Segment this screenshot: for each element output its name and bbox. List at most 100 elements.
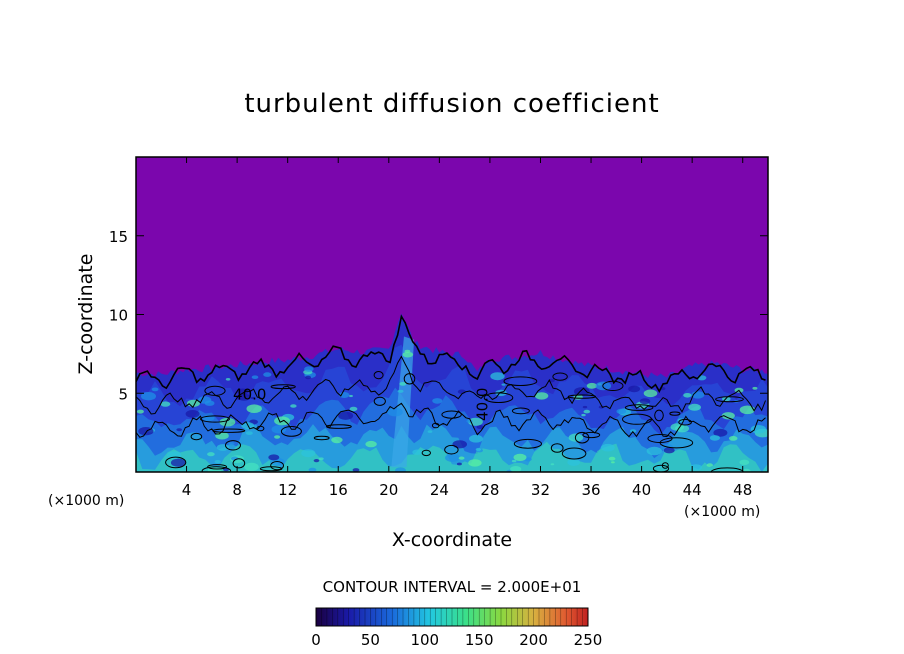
turbulent-patch [207, 452, 215, 457]
turbulent-patch [250, 396, 255, 400]
turbulent-patch [387, 407, 403, 417]
turbulent-patch [456, 462, 462, 466]
turbulent-patch [721, 412, 735, 420]
plot-area: 40.0 40.0 [135, 156, 769, 473]
x-tick-label: 4 [182, 481, 192, 499]
turbulent-patch [741, 468, 751, 472]
contour-loop [513, 438, 543, 449]
turbulent-patch [176, 428, 182, 432]
colorbar: 0 50 100 150 200 250 [311, 607, 602, 649]
turbulent-patch [244, 462, 259, 471]
turbulent-patch [475, 447, 482, 451]
turbulent-patch [215, 431, 229, 440]
turbulent-patch [268, 454, 280, 461]
turbulent-patch [663, 447, 675, 454]
turbulent-patch [534, 392, 549, 400]
turbulent-patch [251, 375, 259, 380]
contour-loop [373, 396, 386, 406]
turbulent-patch [550, 463, 555, 466]
turbulent-patch [739, 459, 750, 465]
contour-loop [204, 385, 226, 396]
turbulent-patch [639, 398, 651, 405]
turbulent-patch [490, 372, 505, 381]
turbulent-patch [402, 351, 414, 358]
turbulent-patch [582, 405, 588, 409]
turbulent-patch [141, 392, 156, 401]
turbulent-patch [185, 410, 200, 418]
contour-label: 40.0 [233, 386, 266, 404]
colorbar-tick-label: 50 [361, 631, 380, 649]
turbulent-patch [739, 405, 756, 415]
colorbar-frame [315, 607, 589, 627]
turbulent-patch [170, 458, 187, 467]
colorbar-tick-label: 0 [311, 631, 321, 649]
turbulent-patch [349, 406, 358, 412]
x-tick-label: 40 [632, 481, 651, 499]
contour-interval-text: CONTOUR INTERVAL = 2.000E+01 [323, 578, 582, 596]
turbulent-patch [216, 444, 230, 451]
contour-loop [483, 392, 514, 404]
turbulent-patch [452, 440, 468, 449]
y-tick-label: 10 [109, 307, 128, 325]
x-tick-label: 44 [683, 481, 702, 499]
turbulent-patch [608, 456, 616, 461]
contour-loop [444, 444, 459, 455]
contour-loop [232, 458, 246, 469]
turbulent-patch [219, 417, 236, 427]
colorbar-ticks: 0 50 100 150 200 250 [311, 631, 602, 649]
contour-loop [659, 437, 694, 449]
turbulent-patch [709, 435, 721, 441]
turbulent-patch [583, 409, 591, 414]
turbulent-patch [445, 453, 460, 462]
contour-loop [270, 384, 296, 390]
contour-loop [715, 396, 744, 403]
contour-loop [503, 376, 538, 387]
y-axis-ticks: 5 10 15 [109, 228, 768, 403]
turbulent-patch [352, 468, 360, 472]
x-tick-label: 32 [531, 481, 550, 499]
contour-loop [441, 410, 462, 419]
contour-loop [652, 464, 670, 472]
turbulent-patch [151, 387, 159, 392]
colorbar-tick-label: 100 [410, 631, 439, 649]
turbulent-patch [750, 425, 767, 434]
turbulent-patch [228, 442, 235, 446]
contour-loop [550, 443, 564, 453]
contour-loop [624, 404, 654, 411]
turbulent-patch [245, 431, 253, 435]
contour-loop [431, 422, 440, 429]
turbulent-patch [338, 411, 354, 420]
colorbar-tick-label: 200 [519, 631, 548, 649]
turbulent-patch [427, 430, 433, 433]
turbulent-patch [598, 405, 605, 409]
turbulent-patch [274, 435, 281, 439]
contour-loop [225, 440, 241, 451]
turbulent-patch [395, 467, 406, 472]
turbulent-patch [301, 449, 316, 458]
x-tick-label: 16 [329, 481, 348, 499]
contour-loop [373, 371, 384, 380]
x-tick-label: 28 [480, 481, 499, 499]
turbulent-patch [404, 349, 411, 353]
contour-labels: 40.0 40.0 [233, 386, 491, 421]
contour-loop [207, 464, 228, 470]
contour-loop [678, 418, 692, 426]
contour-loop [561, 447, 587, 460]
turbulent-patch [246, 404, 262, 414]
turbulent-patch [581, 413, 586, 417]
y-tick-label: 5 [118, 385, 128, 403]
x-tick-label: 24 [430, 481, 449, 499]
turbulent-patch [646, 446, 662, 456]
contour-loop [270, 461, 285, 471]
turbulent-patch [688, 403, 701, 411]
x-tick-label: 8 [232, 481, 242, 499]
chart-title: turbulent diffusion coefficient [244, 89, 659, 119]
turbulent-patch [365, 440, 377, 448]
turbulent-patch [469, 434, 483, 443]
turbulent-patch [683, 393, 692, 398]
contour-loop [256, 425, 265, 432]
turbulent-patch [675, 424, 690, 433]
turbulent-patch [510, 466, 522, 472]
contour-loop [582, 431, 601, 439]
contour-loop [511, 407, 530, 415]
